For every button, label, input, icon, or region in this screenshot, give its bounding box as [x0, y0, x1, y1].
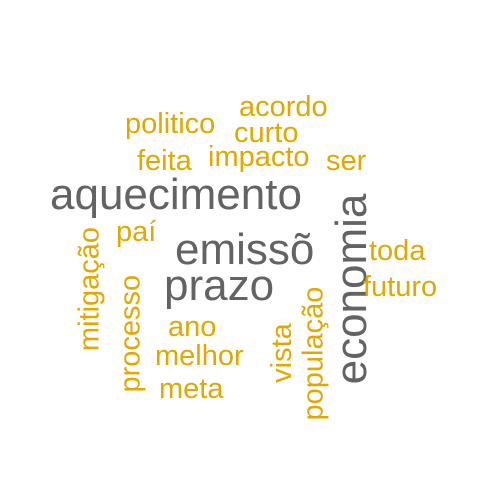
- word-politico: politico: [125, 108, 216, 140]
- word-toda: toda: [369, 235, 426, 267]
- word-futuro: futuro: [363, 271, 438, 303]
- word-meta: meta: [159, 373, 224, 405]
- word-prazo: prazo: [164, 261, 275, 310]
- word-feita: feita: [137, 145, 192, 177]
- word-mitigacao: mitigação: [73, 226, 106, 352]
- word-curto: curto: [234, 117, 299, 149]
- word-ano: ano: [168, 311, 217, 343]
- word-pai: paí: [116, 216, 157, 248]
- word-processo: processo: [114, 274, 147, 393]
- word-acordo: acordo: [239, 91, 328, 123]
- word-vista: vista: [266, 323, 298, 383]
- word-melhor: melhor: [155, 340, 244, 372]
- word-ser: ser: [326, 145, 367, 177]
- word-emisso: emissõ: [175, 225, 315, 274]
- word-aquecimento: aquecimento: [50, 170, 302, 219]
- word-impacto: impacto: [208, 141, 310, 173]
- word-populacao: população: [297, 286, 330, 421]
